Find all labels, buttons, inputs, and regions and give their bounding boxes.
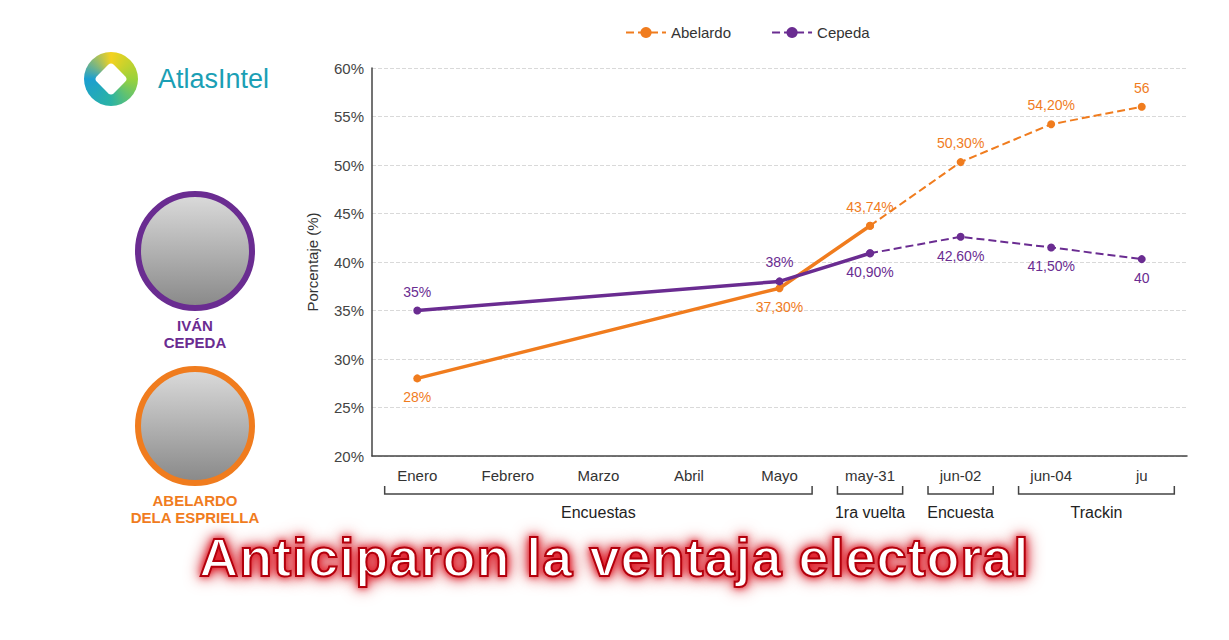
svg-text:40: 40	[1134, 270, 1150, 286]
svg-text:Marzo: Marzo	[578, 467, 620, 484]
svg-text:60%: 60%	[334, 60, 364, 77]
svg-text:30%: 30%	[334, 351, 364, 368]
svg-text:Enero: Enero	[397, 467, 437, 484]
svg-text:25%: 25%	[334, 399, 364, 416]
svg-text:Febrero: Febrero	[482, 467, 535, 484]
svg-text:50,30%: 50,30%	[937, 135, 984, 151]
svg-text:Abelardo: Abelardo	[671, 24, 731, 41]
svg-text:40%: 40%	[334, 254, 364, 271]
svg-text:37,30%: 37,30%	[756, 299, 803, 315]
svg-text:jun-02: jun-02	[939, 467, 982, 484]
svg-text:20%: 20%	[334, 448, 364, 465]
svg-text:may-31: may-31	[845, 467, 895, 484]
svg-text:Encuestas: Encuestas	[561, 504, 636, 521]
svg-text:38%: 38%	[765, 254, 793, 270]
svg-text:Porcentaje (%): Porcentaje (%)	[304, 212, 321, 311]
svg-text:1ra vuelta: 1ra vuelta	[835, 504, 905, 521]
svg-text:28%: 28%	[403, 389, 431, 405]
svg-text:Abril: Abril	[674, 467, 704, 484]
svg-text:56: 56	[1134, 80, 1150, 96]
svg-text:ju: ju	[1135, 467, 1148, 484]
svg-text:45%: 45%	[334, 205, 364, 222]
svg-text:41,50%: 41,50%	[1027, 258, 1074, 274]
svg-text:42,60%: 42,60%	[937, 248, 984, 264]
svg-text:Cepeda: Cepeda	[817, 24, 870, 41]
svg-text:Mayo: Mayo	[761, 467, 798, 484]
svg-text:jun-04: jun-04	[1029, 467, 1072, 484]
html-text:CEPEDA: CEPEDA	[163, 334, 227, 351]
svg-text:Trackin: Trackin	[1071, 504, 1123, 521]
html-text:AtlasIntel: AtlasIntel	[158, 64, 270, 94]
svg-text:50%: 50%	[334, 157, 364, 174]
html-text:DELA ESPRIELLA: DELA ESPRIELLA	[130, 509, 260, 526]
svg-text:54,20%: 54,20%	[1027, 97, 1074, 113]
html-text:ABELARDO: ABELARDO	[152, 492, 238, 509]
svg-text:40,90%: 40,90%	[846, 264, 893, 280]
html-text:IVÁN: IVÁN	[177, 317, 213, 334]
svg-text:Encuesta: Encuesta	[927, 504, 994, 521]
svg-text:43,74%: 43,74%	[846, 199, 893, 215]
html-text:Anticiparon la ventaja elector: Anticiparon la ventaja electoral	[199, 527, 1030, 587]
svg-text:35%: 35%	[334, 302, 364, 319]
svg-text:35%: 35%	[403, 284, 431, 300]
svg-text:55%: 55%	[334, 108, 364, 125]
